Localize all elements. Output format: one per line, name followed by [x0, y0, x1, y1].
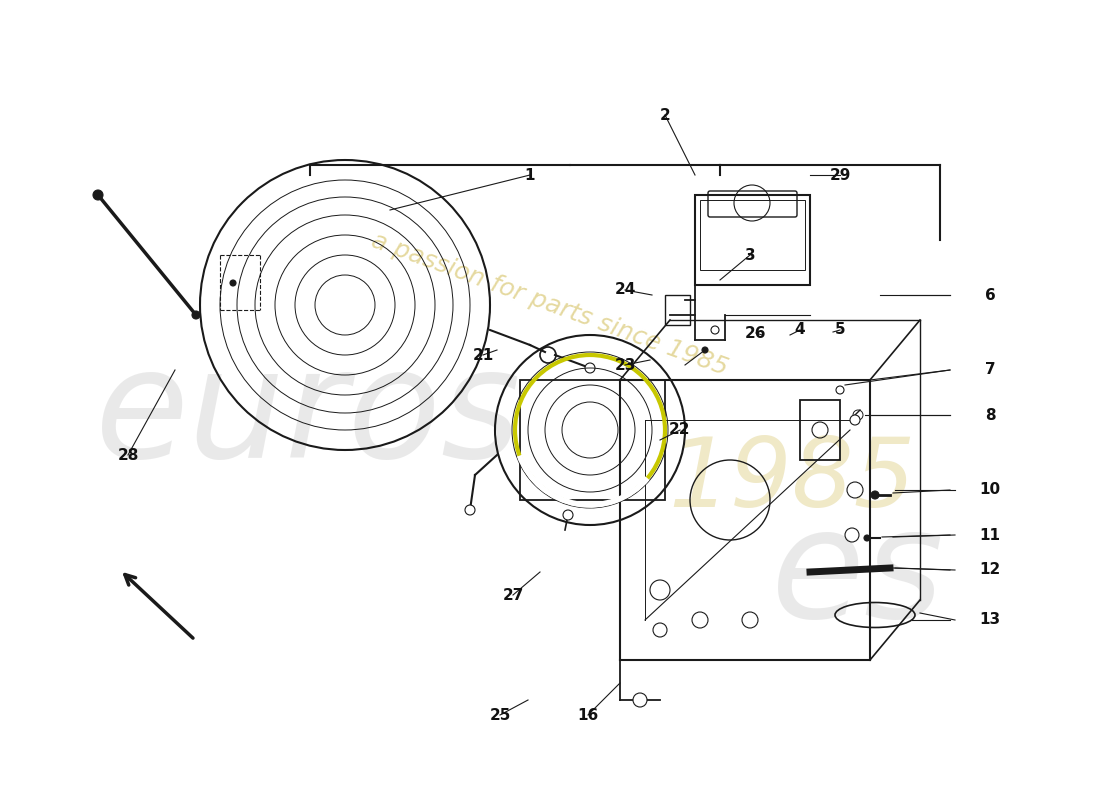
Text: 2: 2: [660, 107, 670, 122]
Text: 12: 12: [979, 562, 1001, 578]
Text: 21: 21: [472, 347, 494, 362]
Circle shape: [192, 311, 200, 319]
Circle shape: [94, 190, 103, 200]
Circle shape: [871, 491, 879, 499]
Circle shape: [230, 280, 236, 286]
Text: 3: 3: [745, 247, 756, 262]
Circle shape: [850, 415, 860, 425]
Text: 29: 29: [829, 167, 850, 182]
Text: 5: 5: [835, 322, 845, 338]
Bar: [520, 380, 666, 500]
Text: es: es: [771, 502, 945, 650]
Text: euros: euros: [95, 342, 521, 490]
Text: 11: 11: [979, 527, 1001, 542]
Text: 28: 28: [118, 447, 139, 462]
Bar: [700, 200, 805, 270]
Text: 10: 10: [979, 482, 1001, 498]
Circle shape: [711, 326, 719, 334]
Text: 13: 13: [979, 613, 1001, 627]
Text: 1: 1: [525, 167, 536, 182]
Text: 1985: 1985: [669, 434, 915, 526]
Text: 24: 24: [614, 282, 636, 298]
Text: 4: 4: [794, 322, 805, 338]
Text: 23: 23: [614, 358, 636, 373]
Text: 16: 16: [578, 707, 598, 722]
Text: 8: 8: [984, 407, 996, 422]
Text: 6: 6: [984, 287, 996, 302]
Text: 22: 22: [669, 422, 691, 438]
Circle shape: [632, 693, 647, 707]
Bar: [800, 400, 840, 460]
Text: a passion for parts since 1985: a passion for parts since 1985: [368, 228, 732, 380]
Text: 25: 25: [490, 707, 510, 722]
Bar: [695, 195, 810, 285]
Circle shape: [836, 386, 844, 394]
Text: 7: 7: [984, 362, 996, 378]
Circle shape: [465, 505, 475, 515]
Circle shape: [563, 510, 573, 520]
Circle shape: [702, 347, 708, 353]
Circle shape: [864, 535, 870, 541]
Text: 26: 26: [746, 326, 767, 341]
Bar: [666, 295, 690, 325]
Text: 27: 27: [503, 587, 524, 602]
Circle shape: [585, 363, 595, 373]
